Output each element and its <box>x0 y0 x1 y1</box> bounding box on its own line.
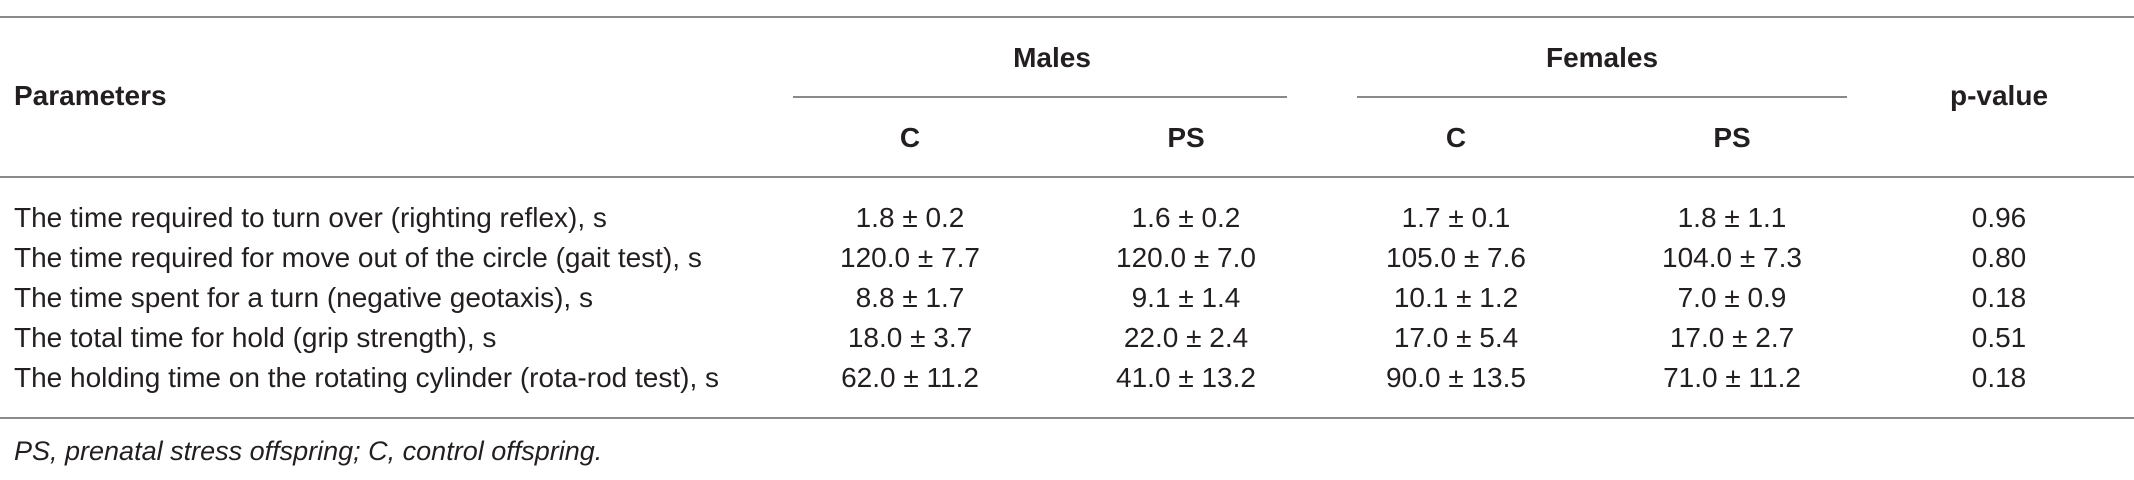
table-bottom-rule <box>0 417 2134 419</box>
header-bottom-rule <box>0 176 2134 178</box>
females-group-rule <box>1357 96 1847 98</box>
table-row-females-c: 17.0 ± 5.4 <box>1393 322 1519 353</box>
header-females-c: C <box>1445 122 1467 153</box>
table-row-females-ps: 1.8 ± 1.1 <box>1677 202 1787 233</box>
table-row-pvalue: 0.51 <box>1971 322 2027 353</box>
table-row-males-ps: 9.1 ± 1.4 <box>1131 282 1241 313</box>
table-row-males-c: 120.0 ± 7.7 <box>840 242 980 273</box>
table-row-pvalue: 0.18 <box>1971 282 2027 313</box>
table-row-females-ps: 71.0 ± 11.2 <box>1663 362 1801 393</box>
table-row-males-ps: 120.0 ± 7.0 <box>1116 242 1256 273</box>
table-row-females-ps: 7.0 ± 0.9 <box>1677 282 1787 313</box>
header-pvalue: p-value <box>1949 80 2049 111</box>
table-row-pvalue: 0.96 <box>1971 202 2027 233</box>
table-row-females-c: 1.7 ± 0.1 <box>1401 202 1511 233</box>
table-row-males-ps: 22.0 ± 2.4 <box>1123 322 1249 353</box>
table-row-param: The total time for hold (grip strength),… <box>14 322 497 353</box>
table-row-females-c: 105.0 ± 7.6 <box>1386 242 1526 273</box>
table-row-females-ps: 104.0 ± 7.3 <box>1662 242 1802 273</box>
table-row-pvalue: 0.18 <box>1971 362 2027 393</box>
table-footnote: PS, prenatal stress offspring; C, contro… <box>14 436 603 466</box>
table-row-param: The time required for move out of the ci… <box>14 242 702 273</box>
table-row-param: The time required to turn over (righting… <box>14 202 607 233</box>
table-row-pvalue: 0.80 <box>1971 242 2027 273</box>
table-row-param: The time spent for a turn (negative geot… <box>14 282 593 313</box>
table-row-males-ps: 1.6 ± 0.2 <box>1131 202 1241 233</box>
header-males-ps: PS <box>1167 122 1205 153</box>
table-row-param: The holding time on the rotating cylinde… <box>14 362 720 393</box>
table-row-males-c: 18.0 ± 3.7 <box>847 322 973 353</box>
table-row-males-c: 1.8 ± 0.2 <box>855 202 965 233</box>
header-females: Females <box>1545 42 1659 73</box>
header-parameters: Parameters <box>14 80 167 111</box>
header-males: Males <box>1013 42 1091 73</box>
males-group-rule <box>793 96 1287 98</box>
table-row-males-ps: 41.0 ± 13.2 <box>1116 362 1256 393</box>
table-top-rule <box>0 16 2134 18</box>
table-row-females-c: 90.0 ± 13.5 <box>1386 362 1526 393</box>
table-row-males-c: 62.0 ± 11.2 <box>841 362 979 393</box>
table-row-females-c: 10.1 ± 1.2 <box>1393 282 1519 313</box>
header-males-c: C <box>899 122 921 153</box>
header-females-ps: PS <box>1713 122 1751 153</box>
table-row-females-ps: 17.0 ± 2.7 <box>1669 322 1795 353</box>
table-row-males-c: 8.8 ± 1.7 <box>855 282 965 313</box>
